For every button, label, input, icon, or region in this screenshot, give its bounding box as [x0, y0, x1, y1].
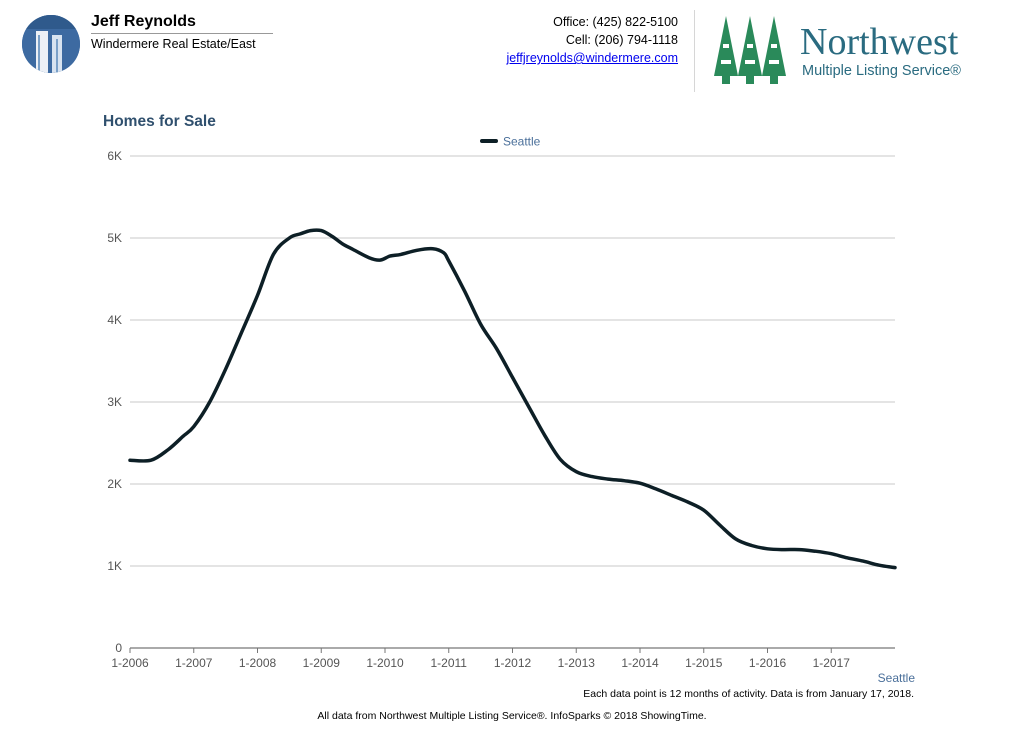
- logo-subtitle: Multiple Listing Service®: [802, 63, 961, 79]
- y-tick-label: 4K: [107, 313, 122, 327]
- x-tick-label: 1-2013: [558, 656, 596, 670]
- x-tick-label: 1-2007: [175, 656, 213, 670]
- x-tick-label: 1-2010: [366, 656, 404, 670]
- building-icon: [22, 15, 80, 73]
- x-tick-label: 1-2006: [111, 656, 149, 670]
- office-phone: Office: (425) 822-5100: [553, 15, 678, 29]
- tree-logo-icon: [714, 16, 786, 84]
- x-tick-label: 1-2008: [239, 656, 277, 670]
- x-tick-label: 1-2016: [749, 656, 787, 670]
- contact-block: Office: (425) 822-5100 Cell: (206) 794-1…: [506, 13, 678, 67]
- header-divider: [694, 10, 695, 92]
- agent-company: Windermere Real Estate/East: [91, 37, 256, 51]
- x-tick-label: 1-2014: [621, 656, 659, 670]
- series-line-seattle: [128, 228, 897, 570]
- cell-phone: Cell: (206) 794-1118: [565, 33, 678, 47]
- x-tick-label: 1-2015: [685, 656, 723, 670]
- y-tick-label: 5K: [107, 231, 122, 245]
- footer-note: Each data point is 12 months of activity…: [583, 688, 914, 700]
- email-link[interactable]: jeffjreynolds@windermere.com: [506, 51, 678, 65]
- logo-name: Northwest: [800, 21, 959, 63]
- y-tick-label: 2K: [107, 477, 122, 491]
- agent-name: Jeff Reynolds: [91, 13, 196, 30]
- y-tick-label: 6K: [107, 149, 122, 163]
- x-tick-label: 1-2017: [813, 656, 851, 670]
- y-tick-label: 0: [115, 641, 122, 655]
- footer-credit: All data from Northwest Multiple Listing…: [317, 710, 707, 722]
- y-tick-label: 3K: [107, 395, 122, 409]
- agent-avatar: [22, 15, 80, 73]
- y-tick-label: 1K: [107, 559, 122, 573]
- x-tick-label: 1-2009: [303, 656, 341, 670]
- x-tick-label: 1-2012: [494, 656, 532, 670]
- x-tick-label: 1-2011: [431, 656, 468, 670]
- chart-title: Homes for Sale: [103, 113, 216, 130]
- agent-divider: [91, 33, 273, 34]
- corner-series-label: Seattle: [878, 671, 916, 685]
- legend-label: Seattle: [503, 135, 541, 149]
